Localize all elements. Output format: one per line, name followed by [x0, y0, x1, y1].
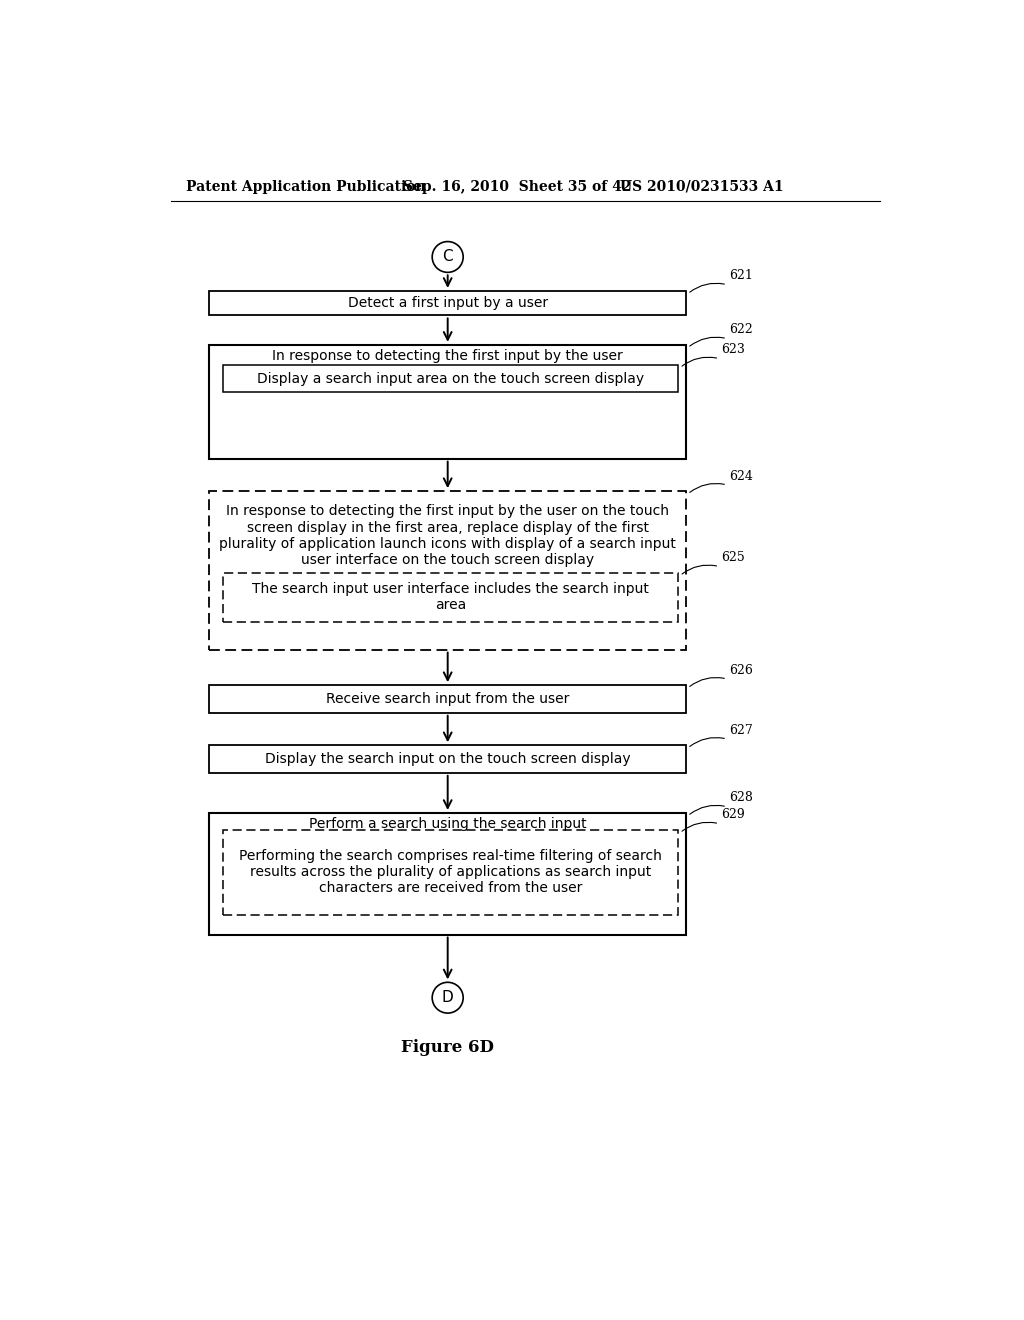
Bar [209, 685, 686, 713]
Text: Detect a first input by a user: Detect a first input by a user [347, 296, 548, 310]
Text: Display the search input on the touch screen display: Display the search input on the touch sc… [265, 752, 631, 766]
Text: 621: 621 [729, 269, 753, 282]
Text: In response to detecting the first input by the user on the touch
screen display: In response to detecting the first input… [219, 504, 676, 568]
Bar [223, 573, 678, 622]
Text: Patent Application Publication: Patent Application Publication [186, 180, 426, 194]
Text: US 2010/0231533 A1: US 2010/0231533 A1 [621, 180, 783, 194]
Text: 626: 626 [729, 664, 753, 677]
Text: Figure 6D: Figure 6D [401, 1039, 495, 1056]
Text: Performing the search comprises real-time filtering of search
results across the: Performing the search comprises real-tim… [240, 849, 663, 895]
Text: In response to detecting the first input by the user: In response to detecting the first input… [272, 348, 623, 363]
Text: 625: 625 [721, 552, 744, 564]
Text: The search input user interface includes the search input
area: The search input user interface includes… [252, 582, 649, 612]
Text: C: C [442, 249, 453, 264]
Text: Display a search input area on the touch screen display: Display a search input area on the touch… [257, 372, 644, 385]
Text: Sep. 16, 2010  Sheet 35 of 42: Sep. 16, 2010 Sheet 35 of 42 [403, 180, 632, 194]
Bar [209, 290, 686, 315]
Bar [209, 744, 686, 774]
Bar [209, 491, 686, 649]
Text: 623: 623 [721, 343, 744, 356]
Text: Receive search input from the user: Receive search input from the user [326, 692, 569, 706]
Bar [223, 830, 678, 915]
Bar [209, 813, 686, 935]
Text: 627: 627 [729, 723, 753, 737]
Bar [209, 345, 686, 459]
Text: D: D [441, 990, 454, 1006]
Text: Perform a search using the search input: Perform a search using the search input [309, 817, 587, 830]
Text: 624: 624 [729, 470, 753, 483]
Text: 629: 629 [721, 808, 744, 821]
Bar [223, 364, 678, 392]
Text: 628: 628 [729, 792, 753, 804]
Text: 622: 622 [729, 323, 753, 337]
